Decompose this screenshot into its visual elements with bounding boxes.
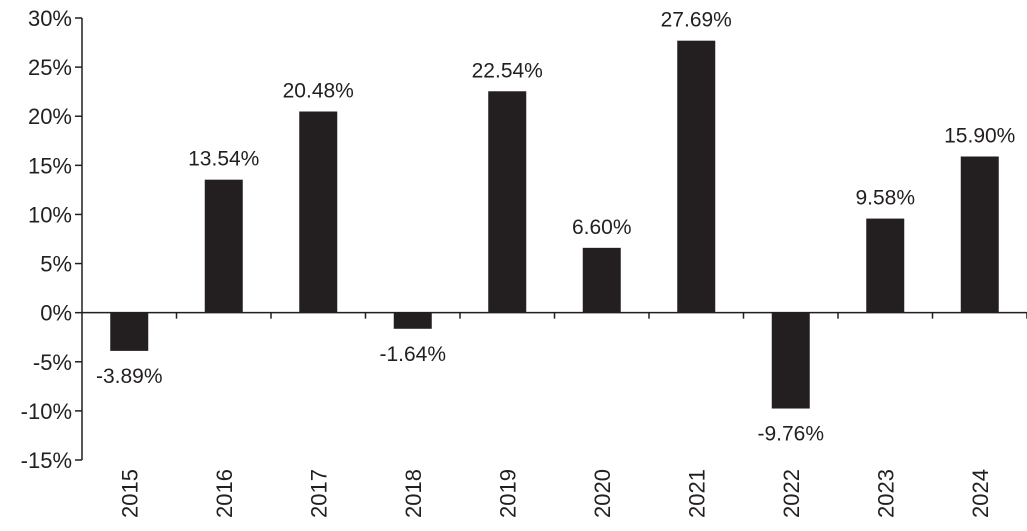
x-tick-label-2020: 2020 — [590, 469, 615, 518]
x-tick-label-2015: 2015 — [117, 469, 142, 518]
x-tick-label-2022: 2022 — [779, 469, 804, 518]
bar-2024 — [960, 156, 999, 313]
x-tick-label-2023: 2023 — [873, 469, 898, 518]
data-label-2023: 9.58% — [855, 187, 915, 210]
bar-2017 — [299, 111, 338, 313]
x-tick-label-2024: 2024 — [968, 469, 993, 518]
y-tick-label: 0% — [40, 301, 72, 326]
x-tick-label-2019: 2019 — [495, 469, 520, 518]
y-tick-label: 5% — [40, 252, 72, 277]
x-tick-label-2018: 2018 — [401, 469, 426, 518]
y-tick-label: 25% — [28, 55, 72, 80]
data-label-2024: 15.90% — [944, 124, 1015, 147]
y-tick-label: 20% — [28, 104, 72, 129]
data-label-2019: 22.54% — [472, 59, 543, 82]
data-label-2017: 20.48% — [283, 80, 354, 103]
x-tick-label-2017: 2017 — [306, 469, 331, 518]
bar-2019 — [488, 91, 527, 313]
x-tick-label-2021: 2021 — [684, 469, 709, 518]
data-label-2016: 13.54% — [188, 148, 259, 171]
y-tick-label: -10% — [21, 399, 72, 424]
bar-2016 — [204, 179, 243, 313]
bar-2015 — [110, 312, 149, 351]
data-label-2018: -1.64% — [379, 343, 446, 366]
y-tick-label: 30% — [28, 6, 72, 31]
x-tick-labels: 2015 2016 2017 2018 2019 2020 2021 2022 2023 2024 — [117, 469, 993, 518]
bar-2020 — [582, 247, 621, 313]
data-label-2015: -3.89% — [96, 365, 163, 388]
x-tick-label-2016: 2016 — [212, 469, 237, 518]
y-tick-label: 10% — [28, 202, 72, 227]
y-axis: 30% 25% 20% 15% 10% 5% 0% -5% -10% -15% — [21, 6, 83, 473]
bar-2018 — [393, 312, 432, 329]
data-labels: -3.89% 13.54% 20.48% -1.64% 22.54% 6.60% 27.69… — [96, 9, 1015, 446]
data-label-2022: -9.76% — [757, 423, 824, 446]
y-tick-label: 15% — [28, 153, 72, 178]
bars — [110, 40, 999, 409]
bar-2023 — [866, 218, 905, 313]
data-label-2020: 6.60% — [572, 216, 632, 239]
bar-2021 — [677, 40, 716, 313]
bar-2022 — [771, 312, 810, 409]
y-tick-label: -5% — [33, 350, 72, 375]
data-label-2021: 27.69% — [661, 9, 732, 32]
y-tick-label: -15% — [21, 448, 72, 473]
x-axis — [82, 311, 1027, 319]
